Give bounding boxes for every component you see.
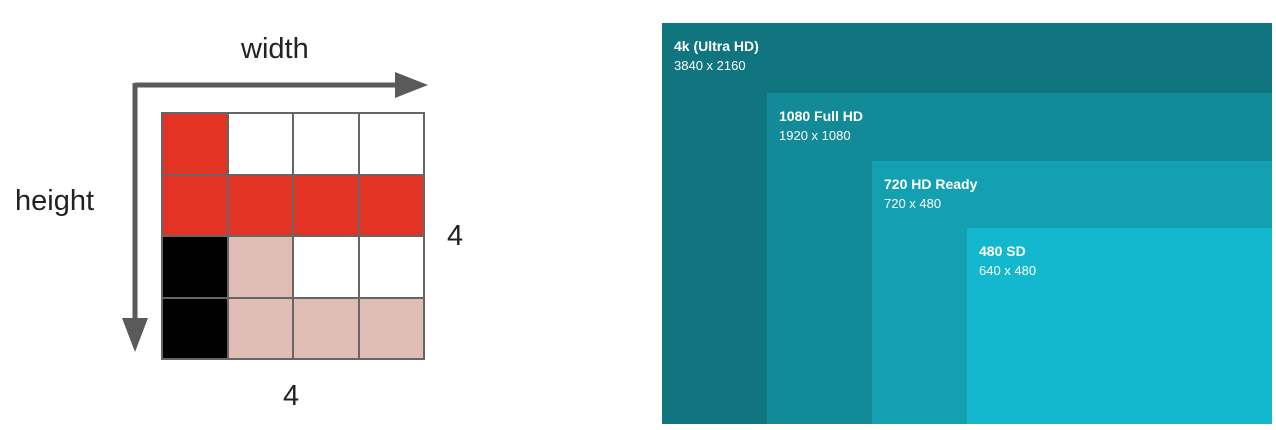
pixel-cell <box>162 236 228 298</box>
resolution-comparison: 4k (Ultra HD) 3840 x 2160 1080 Full HD 1… <box>662 23 1272 424</box>
width-axis-label: width <box>241 33 309 65</box>
resolution-dims: 1920 x 1080 <box>779 128 851 143</box>
rows-count-label: 4 <box>447 220 464 252</box>
pixel-cell <box>358 236 424 298</box>
resolution-dims: 3840 x 2160 <box>674 58 746 73</box>
resolution-box-480: 480 SD 640 x 480 <box>967 228 1272 424</box>
resolution-title: 4k (Ultra HD) <box>674 38 759 54</box>
pixel-cell <box>227 113 293 175</box>
pixel-cell <box>162 113 228 175</box>
pixel-cell <box>293 113 359 175</box>
height-axis-label: height <box>15 185 95 217</box>
pixel-cell <box>358 297 424 359</box>
pixel-grid <box>161 112 425 360</box>
pixel-cell <box>358 174 424 236</box>
resolution-title: 720 HD Ready <box>884 176 978 192</box>
pixel-cell <box>227 236 293 298</box>
cols-count-label: 4 <box>283 380 300 412</box>
pixel-cell <box>162 297 228 359</box>
axes-arrows <box>122 72 428 352</box>
pixel-grid-diagram: width height 4 4 <box>0 0 600 430</box>
resolution-title: 480 SD <box>979 243 1026 259</box>
pixel-cell <box>358 113 424 175</box>
pixel-cell <box>227 297 293 359</box>
pixel-cell <box>162 174 228 236</box>
resolution-dims: 640 x 480 <box>979 263 1037 278</box>
pixel-cell <box>293 297 359 359</box>
height-arrowhead <box>122 318 148 352</box>
resolution-title: 1080 Full HD <box>779 108 864 124</box>
pixel-cell <box>227 174 293 236</box>
resolution-dims: 720 x 480 <box>884 196 942 211</box>
width-arrowhead <box>395 72 428 98</box>
pixel-cell <box>293 236 359 298</box>
pixel-cell <box>293 174 359 236</box>
